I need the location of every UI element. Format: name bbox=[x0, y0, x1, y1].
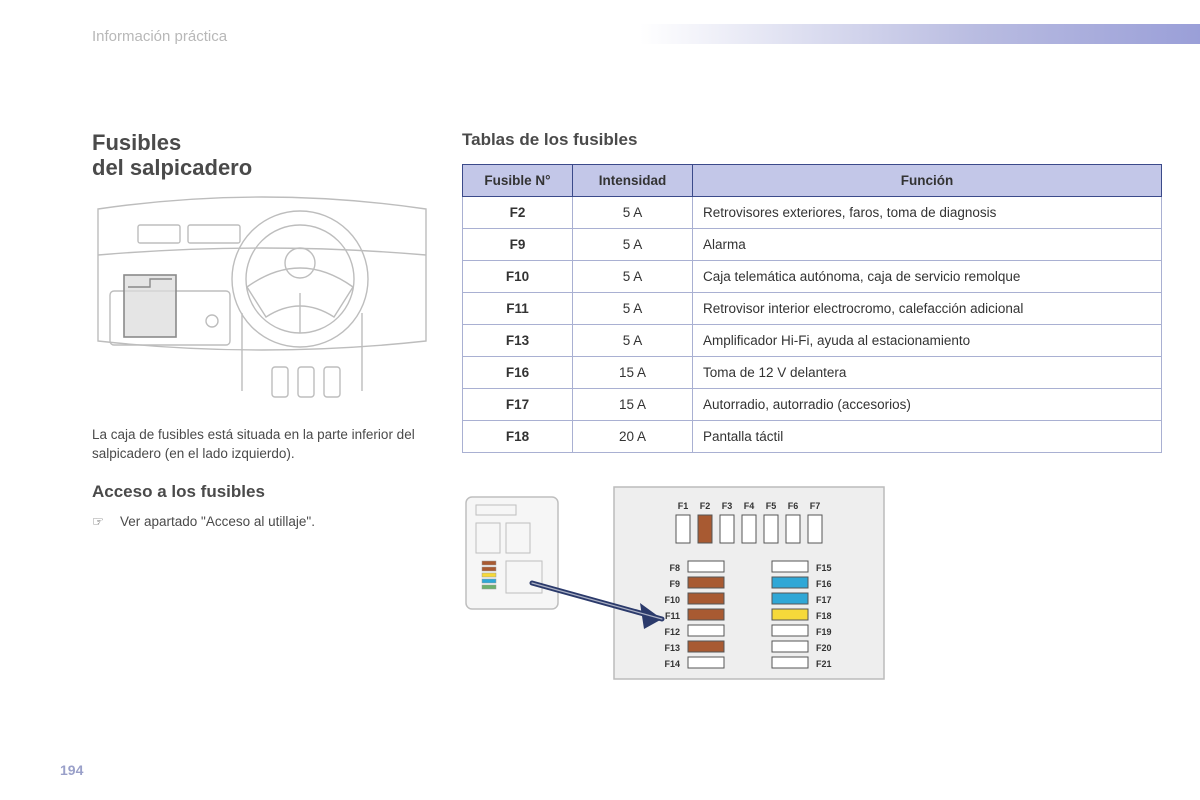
svg-text:F20: F20 bbox=[816, 643, 832, 653]
access-bullet: ☞ Ver apartado "Acceso al utillaje". bbox=[92, 514, 432, 530]
cell-fuse-num: F10 bbox=[463, 261, 573, 293]
cell-function: Retrovisor interior electrocromo, calefa… bbox=[693, 293, 1162, 325]
table-row: F135 AAmplificador Hi-Fi, ayuda al estac… bbox=[463, 325, 1162, 357]
dashboard-illustration bbox=[92, 191, 432, 411]
left-title: Fusibles del salpicadero bbox=[92, 130, 432, 181]
cell-fuse-num: F13 bbox=[463, 325, 573, 357]
table-row: F95 AAlarma bbox=[463, 229, 1162, 261]
table-header-row: Fusible N° Intensidad Función bbox=[463, 165, 1162, 197]
svg-text:F17: F17 bbox=[816, 595, 832, 605]
cell-rating: 15 A bbox=[573, 357, 693, 389]
cell-function: Amplificador Hi-Fi, ayuda al estacionami… bbox=[693, 325, 1162, 357]
right-column: Tablas de los fusibles Fusible N° Intens… bbox=[462, 130, 1162, 683]
svg-text:F6: F6 bbox=[788, 501, 799, 511]
table-row: F25 ARetrovisores exteriores, faros, tom… bbox=[463, 197, 1162, 229]
header-accent-band bbox=[640, 24, 1200, 44]
title-line-2: del salpicadero bbox=[92, 155, 252, 180]
svg-text:F8: F8 bbox=[669, 563, 680, 573]
svg-text:F7: F7 bbox=[810, 501, 821, 511]
svg-text:F1: F1 bbox=[678, 501, 689, 511]
cell-fuse-num: F2 bbox=[463, 197, 573, 229]
table-row: F1615 AToma de 12 V delantera bbox=[463, 357, 1162, 389]
svg-text:F5: F5 bbox=[766, 501, 777, 511]
cell-function: Alarma bbox=[693, 229, 1162, 261]
fuse-table: Fusible N° Intensidad Función F25 ARetro… bbox=[462, 164, 1162, 453]
access-bullet-text: Ver apartado "Acceso al utillaje". bbox=[120, 514, 315, 530]
svg-text:F15: F15 bbox=[816, 563, 832, 573]
title-line-1: Fusibles bbox=[92, 130, 181, 155]
page-content: Fusibles del salpicadero bbox=[92, 130, 1162, 683]
table-row: F105 ACaja telemática autónoma, caja de … bbox=[463, 261, 1162, 293]
svg-text:F12: F12 bbox=[664, 627, 680, 637]
cell-function: Caja telemática autónoma, caja de servic… bbox=[693, 261, 1162, 293]
cell-fuse-num: F18 bbox=[463, 421, 573, 453]
cell-function: Retrovisores exteriores, faros, toma de … bbox=[693, 197, 1162, 229]
table-row: F1820 APantalla táctil bbox=[463, 421, 1162, 453]
cell-fuse-num: F16 bbox=[463, 357, 573, 389]
svg-text:F19: F19 bbox=[816, 627, 832, 637]
page-number: 194 bbox=[60, 762, 83, 778]
section-label: Información práctica bbox=[92, 28, 227, 45]
svg-text:F14: F14 bbox=[664, 659, 680, 669]
svg-text:F2: F2 bbox=[700, 501, 711, 511]
svg-text:F13: F13 bbox=[664, 643, 680, 653]
svg-text:F3: F3 bbox=[722, 501, 733, 511]
pointer-icon: ☞ bbox=[92, 514, 108, 530]
svg-text:F10: F10 bbox=[664, 595, 680, 605]
svg-text:F21: F21 bbox=[816, 659, 832, 669]
cell-fuse-num: F17 bbox=[463, 389, 573, 421]
svg-text:F16: F16 bbox=[816, 579, 832, 589]
cell-rating: 15 A bbox=[573, 389, 693, 421]
cell-function: Pantalla táctil bbox=[693, 421, 1162, 453]
svg-text:F18: F18 bbox=[816, 611, 832, 621]
fusebox-location-text: La caja de fusibles está situada en la p… bbox=[92, 425, 432, 464]
table-row: F1715 AAutorradio, autorradio (accesorio… bbox=[463, 389, 1162, 421]
fuse-layout-diagram: F1 F2 F3 F4 F5 F6 F7 F8 F9 F10 F11 F12 F13 F14 F15 F16 F… bbox=[462, 483, 902, 683]
cell-rating: 5 A bbox=[573, 261, 693, 293]
svg-text:F11: F11 bbox=[665, 611, 680, 621]
table-row: F115 ARetrovisor interior electrocromo, … bbox=[463, 293, 1162, 325]
cell-rating: 5 A bbox=[573, 229, 693, 261]
cell-fuse-num: F11 bbox=[463, 293, 573, 325]
cell-function: Autorradio, autorradio (accesorios) bbox=[693, 389, 1162, 421]
col-function: Función bbox=[693, 165, 1162, 197]
svg-text:F4: F4 bbox=[744, 501, 755, 511]
cell-rating: 5 A bbox=[573, 197, 693, 229]
col-fuse-num: Fusible N° bbox=[463, 165, 573, 197]
svg-text:F9: F9 bbox=[669, 579, 680, 589]
cell-rating: 20 A bbox=[573, 421, 693, 453]
cell-rating: 5 A bbox=[573, 293, 693, 325]
cell-function: Toma de 12 V delantera bbox=[693, 357, 1162, 389]
col-rating: Intensidad bbox=[573, 165, 693, 197]
tables-heading: Tablas de los fusibles bbox=[462, 130, 1162, 150]
access-heading: Acceso a los fusibles bbox=[92, 482, 432, 502]
cell-fuse-num: F9 bbox=[463, 229, 573, 261]
cell-rating: 5 A bbox=[573, 325, 693, 357]
left-column: Fusibles del salpicadero bbox=[92, 130, 432, 683]
